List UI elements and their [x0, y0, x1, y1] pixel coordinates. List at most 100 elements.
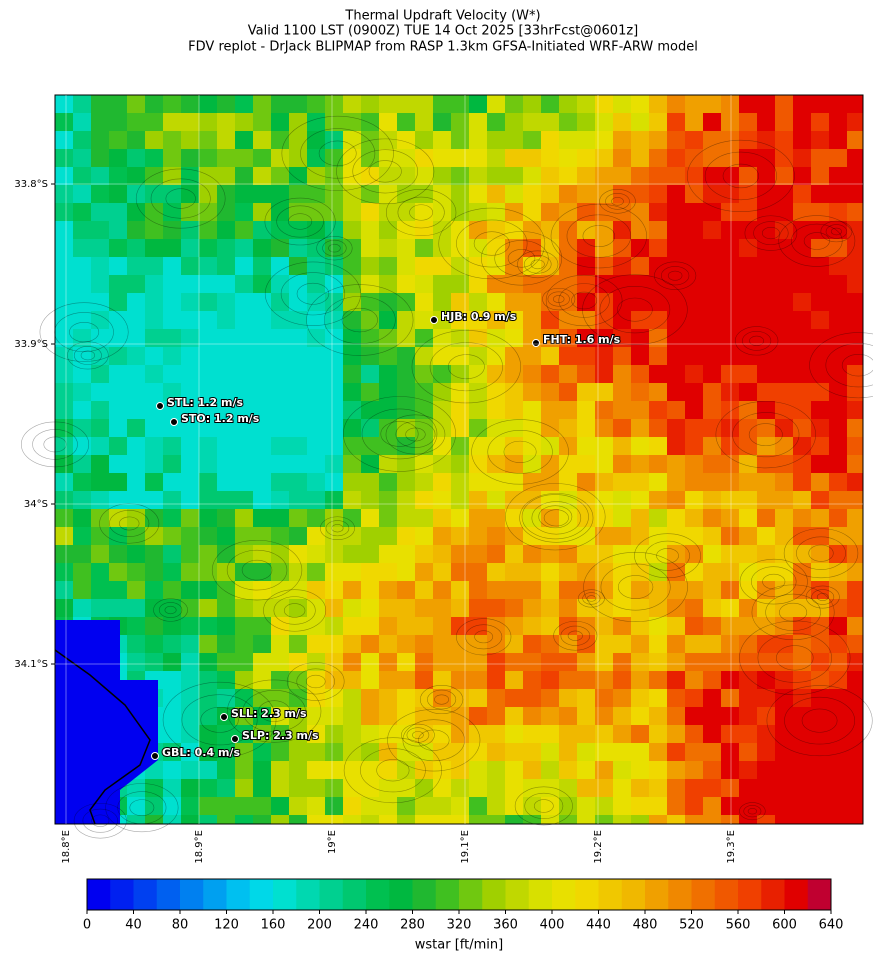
raster-cell	[469, 455, 487, 473]
raster-cell	[829, 671, 847, 689]
raster-cell	[469, 563, 487, 581]
raster-cell	[739, 257, 757, 275]
raster-cell	[829, 401, 847, 419]
raster-cell	[505, 581, 523, 599]
raster-cell	[595, 293, 613, 311]
contour	[162, 681, 277, 758]
raster-cell	[397, 311, 415, 329]
raster-cell	[397, 671, 415, 689]
raster-cell	[145, 491, 163, 509]
colorbar-tick-label: 40	[125, 918, 142, 933]
colorbar-swatch	[133, 879, 158, 910]
contour	[411, 330, 522, 404]
raster-cell	[487, 419, 505, 437]
raster-cell	[145, 653, 163, 671]
contour	[264, 197, 336, 246]
raster-cell	[505, 779, 523, 797]
raster-cell	[199, 815, 217, 824]
raster-cell	[397, 455, 415, 473]
raster-cell	[199, 617, 217, 635]
raster-cell	[721, 815, 739, 824]
raster-cell	[325, 473, 343, 491]
raster-cell	[613, 761, 631, 779]
raster-cell	[379, 365, 397, 383]
contour	[542, 287, 576, 311]
raster-cell	[163, 95, 181, 113]
contour	[803, 232, 830, 250]
raster-cell	[325, 185, 343, 203]
raster-cell	[415, 671, 433, 689]
raster-cell	[739, 653, 757, 671]
raster-cell	[181, 365, 199, 383]
raster-cell	[811, 815, 829, 824]
raster-cell	[127, 473, 145, 491]
raster-cell	[235, 563, 253, 581]
raster-cell	[505, 275, 523, 293]
raster-cell	[181, 239, 199, 257]
raster-cell	[217, 653, 235, 671]
raster-cell	[73, 419, 91, 437]
raster-cell	[559, 653, 577, 671]
raster-cell	[163, 257, 181, 275]
colorbar-tick-label: 440	[586, 918, 611, 933]
raster-cell	[487, 275, 505, 293]
raster-cell	[91, 329, 109, 347]
raster-cell	[721, 419, 739, 437]
raster-cell	[667, 293, 685, 311]
raster-cell	[379, 221, 397, 239]
raster-cell	[685, 797, 703, 815]
raster-cell	[775, 329, 793, 347]
raster-cell	[361, 635, 379, 653]
raster-cell	[361, 491, 379, 509]
raster-cell	[73, 473, 91, 491]
raster-cell	[415, 347, 433, 365]
raster-cell	[307, 761, 325, 779]
raster-cell	[397, 689, 415, 707]
raster-cell	[73, 275, 91, 293]
raster-cell	[253, 581, 271, 599]
raster-cell	[523, 95, 541, 113]
raster-cell	[721, 743, 739, 761]
raster-cell	[307, 437, 325, 455]
raster-cell	[487, 761, 505, 779]
raster-cell	[397, 599, 415, 617]
raster-cell	[757, 671, 775, 689]
raster-cell	[757, 743, 775, 761]
raster-cell	[397, 419, 415, 437]
raster-cell	[523, 473, 541, 491]
raster-cell	[793, 545, 811, 563]
raster-cell	[109, 419, 127, 437]
raster-cell	[343, 329, 361, 347]
raster-cell	[613, 275, 631, 293]
raster-cell	[415, 149, 433, 167]
raster-cell	[163, 599, 181, 617]
raster-cell	[487, 401, 505, 419]
raster-cell	[73, 221, 91, 239]
contour	[545, 274, 623, 327]
raster-cell	[523, 221, 541, 239]
raster-cell	[433, 761, 451, 779]
raster-cell	[577, 437, 595, 455]
raster-cell	[307, 491, 325, 509]
lat-label: 34°S	[24, 499, 48, 510]
raster-cell	[487, 689, 505, 707]
raster-cell	[613, 545, 631, 563]
raster-cell	[397, 203, 415, 221]
raster-cell	[775, 95, 793, 113]
colorbar-swatch	[691, 879, 716, 910]
raster-cell	[163, 653, 181, 671]
raster-cell	[577, 473, 595, 491]
raster-cell	[685, 419, 703, 437]
raster-cell	[505, 329, 523, 347]
contour	[258, 700, 291, 722]
contour	[805, 585, 840, 609]
raster-cell	[307, 455, 325, 473]
raster-cell	[91, 437, 109, 455]
raster-cell	[289, 437, 307, 455]
raster-cell	[757, 491, 775, 509]
raster-cell	[415, 455, 433, 473]
raster-cell	[613, 293, 631, 311]
raster-cell	[271, 455, 289, 473]
contour	[129, 799, 155, 817]
